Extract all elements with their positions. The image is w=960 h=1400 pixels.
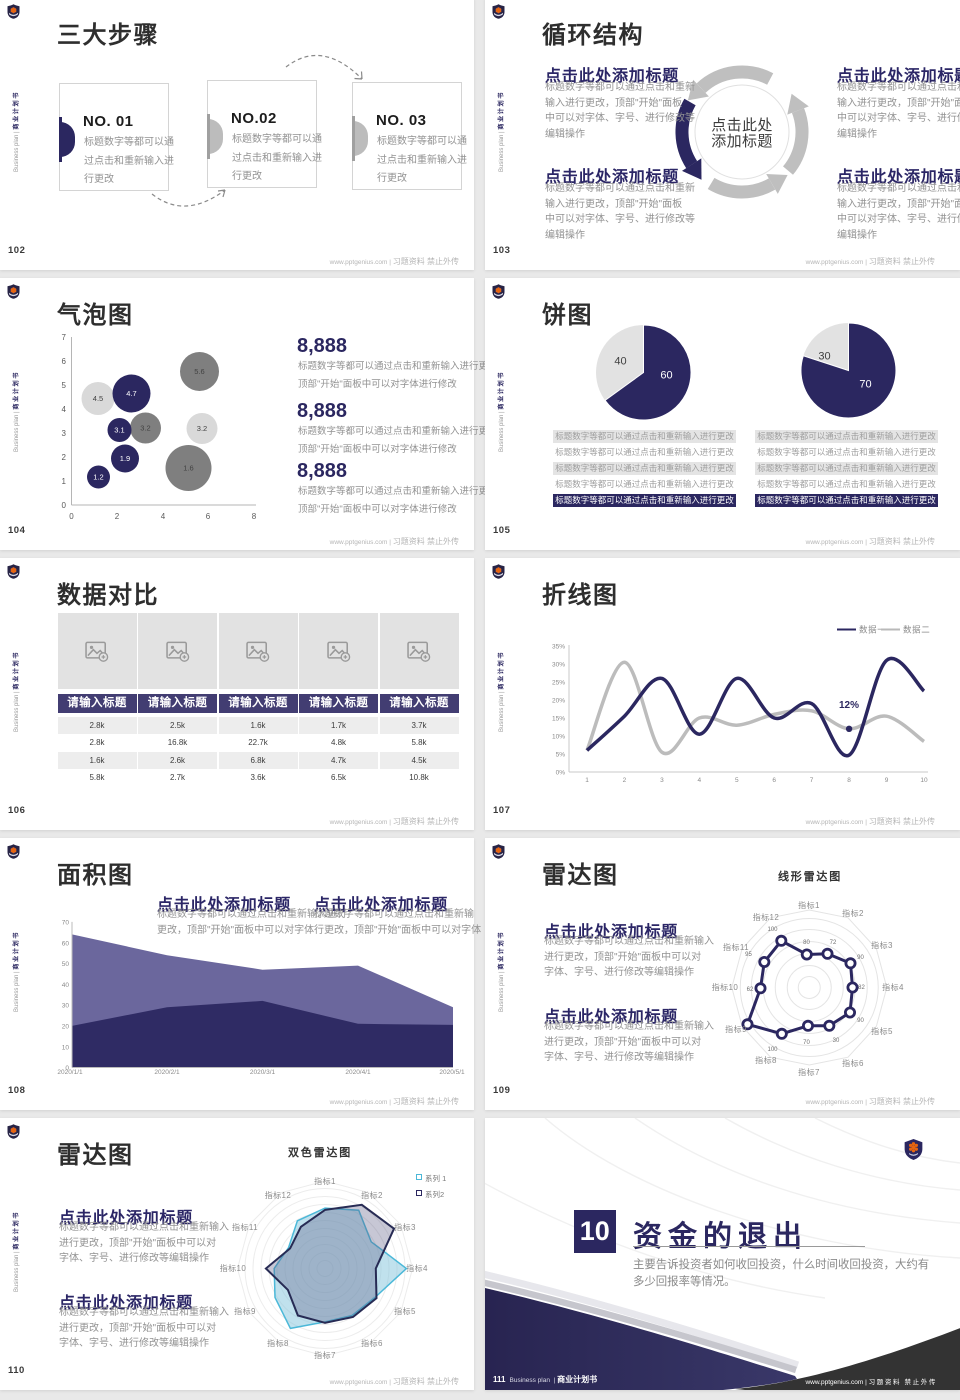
svg-text:3.2: 3.2 [140, 424, 150, 433]
svg-text:2: 2 [623, 777, 627, 784]
svg-text:指标10: 指标10 [220, 1263, 247, 1273]
svg-text:3: 3 [62, 429, 67, 438]
svg-text:指标4: 指标4 [406, 1263, 428, 1273]
svg-text:指标12: 指标12 [753, 912, 780, 922]
svg-text:20%: 20% [552, 698, 565, 705]
svg-text:30: 30 [818, 351, 830, 363]
svg-text:指标4: 指标4 [882, 982, 904, 992]
svg-text:7: 7 [810, 777, 814, 784]
svg-text:指标8: 指标8 [267, 1338, 289, 1348]
svg-text:9: 9 [885, 777, 889, 784]
svg-text:1.9: 1.9 [120, 454, 130, 463]
svg-text:2020/4/1: 2020/4/1 [345, 1069, 371, 1076]
svg-text:7: 7 [62, 333, 67, 342]
svg-text:指标3: 指标3 [394, 1222, 416, 1232]
svg-text:2: 2 [62, 453, 67, 462]
svg-text:40: 40 [614, 356, 626, 368]
svg-text:2020/3/1: 2020/3/1 [250, 1069, 276, 1076]
svg-text:40: 40 [62, 982, 70, 989]
svg-text:指标10: 指标10 [712, 982, 739, 992]
svg-text:指标2: 指标2 [842, 908, 864, 918]
svg-text:100: 100 [767, 927, 778, 933]
svg-text:30: 30 [833, 1038, 840, 1044]
svg-text:3: 3 [660, 777, 664, 784]
svg-text:指标8: 指标8 [755, 1055, 777, 1065]
svg-text:25%: 25% [552, 680, 565, 687]
svg-text:0: 0 [62, 501, 67, 510]
svg-text:指标12: 指标12 [265, 1190, 292, 1200]
svg-text:指标9: 指标9 [234, 1306, 256, 1316]
svg-text:1.6: 1.6 [183, 464, 193, 473]
svg-text:5%: 5% [556, 752, 566, 759]
svg-text:3.1: 3.1 [114, 426, 124, 435]
svg-text:4: 4 [62, 405, 67, 414]
svg-text:4: 4 [161, 512, 166, 520]
svg-text:5: 5 [735, 777, 739, 784]
svg-text:2020/1/1: 2020/1/1 [57, 1069, 83, 1076]
svg-text:82: 82 [858, 985, 865, 991]
svg-text:15%: 15% [552, 716, 565, 723]
svg-text:指标6: 指标6 [842, 1058, 864, 1068]
svg-text:70: 70 [62, 920, 70, 927]
svg-text:62: 62 [747, 987, 754, 993]
svg-text:2020/5/1: 2020/5/1 [439, 1069, 465, 1076]
svg-text:50: 50 [62, 961, 70, 968]
svg-text:4: 4 [697, 777, 701, 784]
svg-text:0%: 0% [556, 770, 566, 777]
svg-text:70: 70 [859, 379, 871, 391]
svg-text:5.6: 5.6 [194, 367, 204, 376]
svg-text:指标11: 指标11 [232, 1222, 258, 1232]
svg-text:10: 10 [62, 1044, 70, 1051]
svg-text:60: 60 [62, 940, 70, 947]
svg-text:指标1: 指标1 [314, 1176, 336, 1186]
svg-text:70: 70 [803, 1040, 810, 1046]
svg-text:20: 20 [62, 1024, 70, 1031]
svg-text:12%: 12% [839, 700, 859, 711]
svg-text:30%: 30% [552, 662, 565, 669]
svg-text:指标7: 指标7 [314, 1350, 336, 1360]
svg-text:1: 1 [585, 777, 589, 784]
svg-text:0: 0 [69, 512, 74, 520]
svg-text:72: 72 [830, 940, 837, 946]
svg-text:10: 10 [920, 777, 928, 784]
svg-text:6: 6 [62, 357, 67, 366]
svg-text:90: 90 [857, 1018, 864, 1024]
svg-text:1: 1 [62, 477, 67, 486]
svg-text:1.2: 1.2 [93, 473, 103, 482]
svg-text:8: 8 [252, 512, 257, 520]
svg-text:3.2: 3.2 [197, 424, 207, 433]
svg-text:2: 2 [115, 512, 120, 520]
svg-text:5: 5 [62, 381, 67, 390]
svg-text:指标5: 指标5 [871, 1026, 893, 1036]
svg-text:指标7: 指标7 [798, 1067, 820, 1077]
svg-text:0: 0 [65, 1065, 69, 1072]
svg-text:100: 100 [767, 1047, 778, 1053]
svg-text:95: 95 [745, 952, 752, 958]
svg-text:添加标题: 添加标题 [711, 133, 773, 150]
svg-text:指标5: 指标5 [394, 1306, 416, 1316]
svg-text:数据二: 数据二 [903, 625, 930, 635]
svg-text:6: 6 [772, 777, 776, 784]
svg-text:指标2: 指标2 [361, 1190, 383, 1200]
svg-text:4.5: 4.5 [93, 394, 103, 403]
svg-text:指标9: 指标9 [725, 1024, 747, 1034]
svg-text:点击此处: 点击此处 [711, 117, 773, 134]
svg-text:2020/2/1: 2020/2/1 [154, 1069, 180, 1076]
svg-text:指标3: 指标3 [871, 940, 893, 950]
svg-text:10%: 10% [552, 734, 565, 741]
svg-text:35%: 35% [552, 644, 565, 651]
svg-text:80: 80 [803, 940, 810, 946]
svg-text:指标6: 指标6 [361, 1338, 383, 1348]
svg-text:60: 60 [660, 370, 672, 382]
svg-text:90: 90 [857, 955, 864, 961]
svg-text:8: 8 [847, 777, 851, 784]
svg-text:指标1: 指标1 [798, 900, 820, 910]
svg-text:30: 30 [62, 1003, 70, 1010]
svg-text:6: 6 [206, 512, 211, 520]
svg-text:指标11: 指标11 [723, 942, 749, 952]
svg-text:数据一: 数据一 [859, 625, 886, 635]
svg-text:4.7: 4.7 [126, 389, 136, 398]
